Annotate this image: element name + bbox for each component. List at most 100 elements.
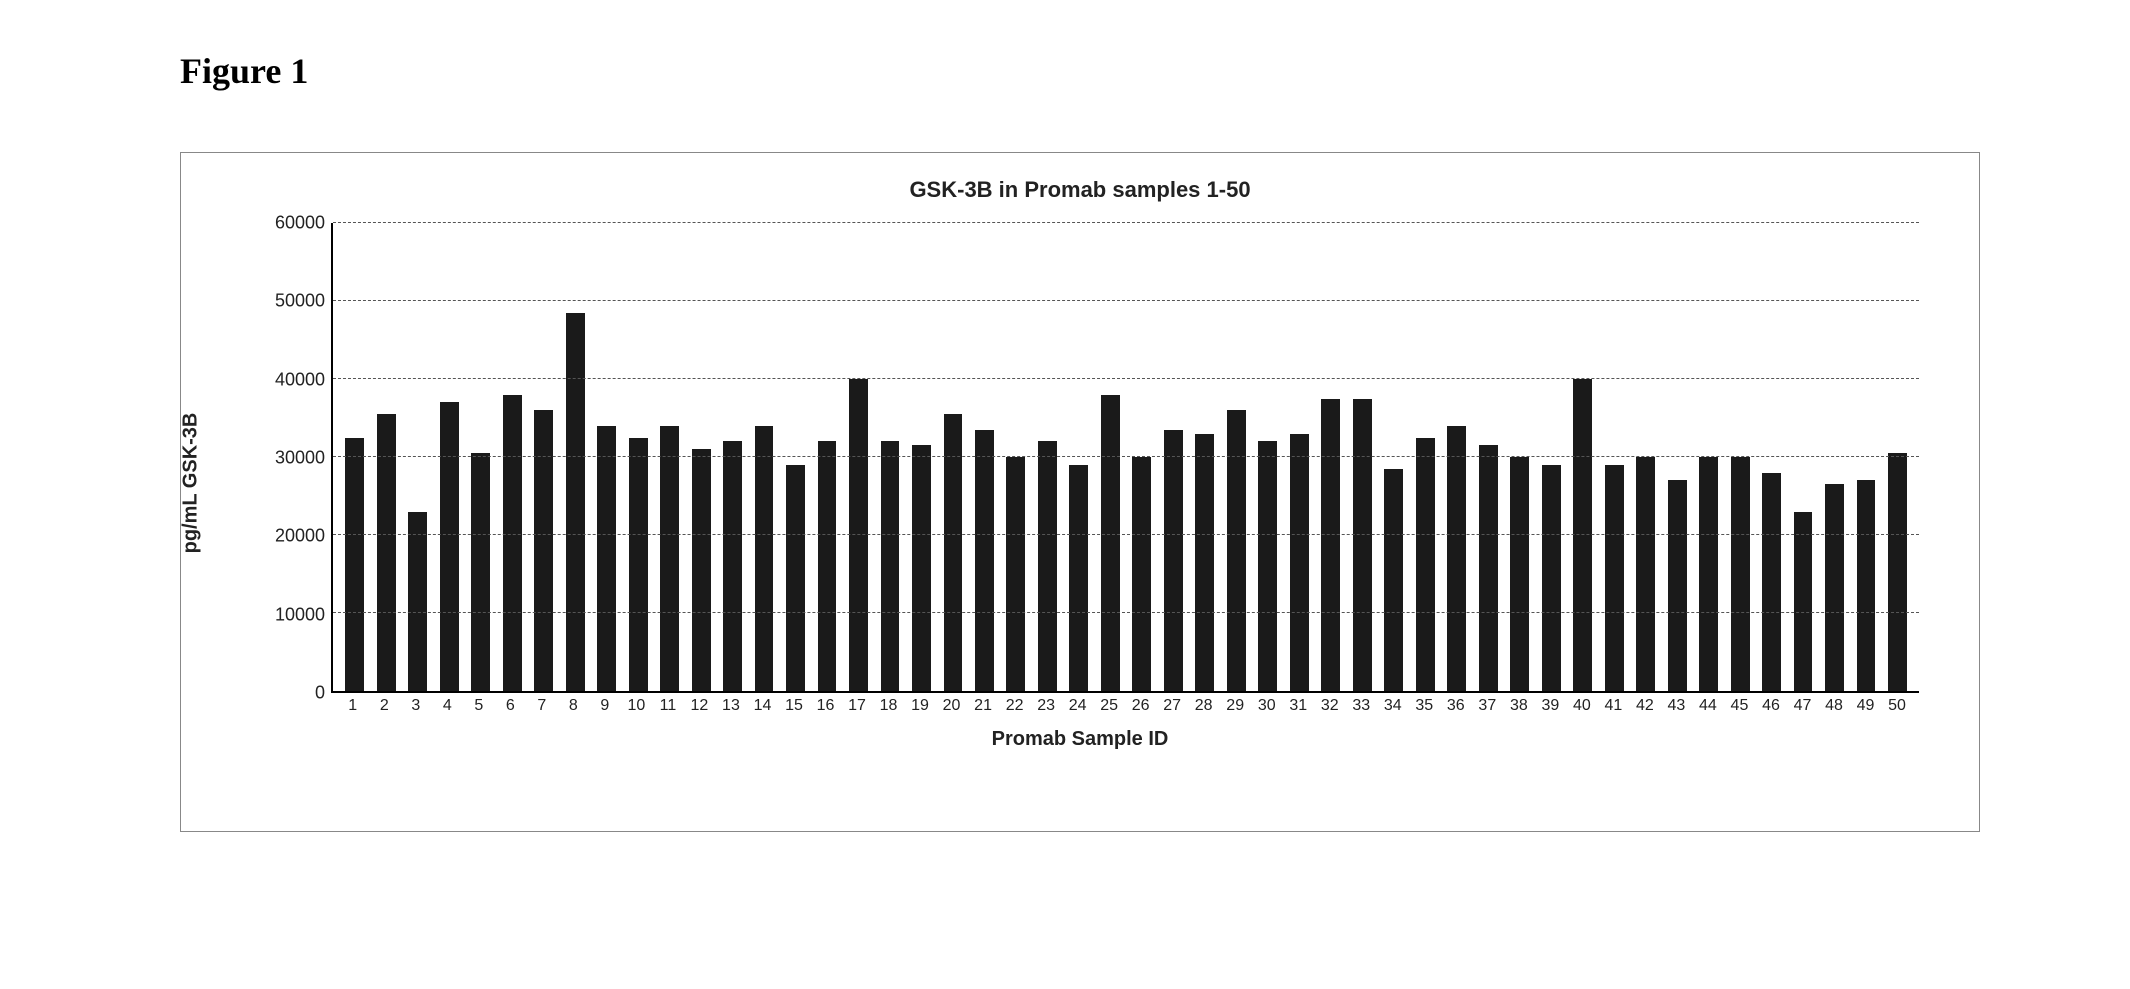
x-tick-label: 1 xyxy=(337,697,369,723)
x-tick-label: 9 xyxy=(589,697,621,723)
x-tick-label: 25 xyxy=(1093,697,1125,723)
bar-slot xyxy=(1661,223,1692,691)
x-tick-label: 2 xyxy=(369,697,401,723)
x-tick-label: 16 xyxy=(810,697,842,723)
bar xyxy=(1825,484,1844,691)
bar-slot xyxy=(1567,223,1598,691)
bar-slot xyxy=(1221,223,1252,691)
bar-slot xyxy=(1095,223,1126,691)
x-tick-label: 22 xyxy=(999,697,1031,723)
bar-slot xyxy=(1756,223,1787,691)
x-tick-label: 47 xyxy=(1787,697,1819,723)
bar xyxy=(1510,457,1529,691)
x-tick-label: 28 xyxy=(1188,697,1220,723)
bar-slot xyxy=(1000,223,1031,691)
bar-slot xyxy=(906,223,937,691)
gridline xyxy=(333,378,1919,379)
gridline xyxy=(333,612,1919,613)
bar xyxy=(692,449,711,691)
bar-slot xyxy=(1598,223,1629,691)
bar xyxy=(1101,395,1120,691)
x-tick-label: 18 xyxy=(873,697,905,723)
x-tick-label: 13 xyxy=(715,697,747,723)
x-tick-label: 37 xyxy=(1472,697,1504,723)
plot-area xyxy=(331,223,1919,693)
chart-container: GSK-3B in Promab samples 1-50 pg/mL GSK-… xyxy=(180,152,1980,832)
bar xyxy=(818,441,837,691)
x-tick-label: 8 xyxy=(558,697,590,723)
bar xyxy=(723,441,742,691)
bar xyxy=(1699,457,1718,691)
bar xyxy=(1479,445,1498,691)
bar xyxy=(440,402,459,691)
x-tick-label: 36 xyxy=(1440,697,1472,723)
bar xyxy=(660,426,679,691)
bar-slot xyxy=(717,223,748,691)
bar xyxy=(471,453,490,691)
x-tick-label: 40 xyxy=(1566,697,1598,723)
x-tick-label: 31 xyxy=(1282,697,1314,723)
x-tick-label: 5 xyxy=(463,697,495,723)
bar-slot xyxy=(591,223,622,691)
bar-slot xyxy=(969,223,1000,691)
x-tick-label: 49 xyxy=(1850,697,1882,723)
bar-slot xyxy=(1441,223,1472,691)
bar xyxy=(345,438,364,692)
bar xyxy=(1605,465,1624,691)
chart-title: GSK-3B in Promab samples 1-50 xyxy=(221,177,1939,203)
chart-body: pg/mL GSK-3B 123456789101112131415161718… xyxy=(221,213,1939,753)
x-tick-label: 15 xyxy=(778,697,810,723)
x-tick-label: 4 xyxy=(432,697,464,723)
bar-slot xyxy=(1378,223,1409,691)
bar xyxy=(1857,480,1876,691)
x-tick-label: 48 xyxy=(1818,697,1850,723)
bar xyxy=(1353,399,1372,692)
y-tick-label: 0 xyxy=(261,683,325,704)
x-tick-label: 45 xyxy=(1724,697,1756,723)
bar xyxy=(629,438,648,692)
y-tick-label: 60000 xyxy=(261,213,325,234)
bar xyxy=(408,512,427,691)
bar xyxy=(786,465,805,691)
bar-slot xyxy=(1063,223,1094,691)
bar xyxy=(1888,453,1907,691)
bar-slot xyxy=(528,223,559,691)
bar-slot xyxy=(1819,223,1850,691)
bar-slot xyxy=(496,223,527,691)
bar-slot xyxy=(1284,223,1315,691)
bar xyxy=(503,395,522,691)
x-tick-label: 43 xyxy=(1661,697,1693,723)
y-tick-label: 30000 xyxy=(261,448,325,469)
x-tick-label: 7 xyxy=(526,697,558,723)
bar-slot xyxy=(748,223,779,691)
x-tick-label: 34 xyxy=(1377,697,1409,723)
gridline xyxy=(333,222,1919,223)
x-tick-label: 41 xyxy=(1598,697,1630,723)
gridline xyxy=(333,300,1919,301)
bar-slot xyxy=(1347,223,1378,691)
x-tick-label: 35 xyxy=(1409,697,1441,723)
bar-slot xyxy=(1724,223,1755,691)
x-tick-label: 12 xyxy=(684,697,716,723)
bar xyxy=(1794,512,1813,691)
bar-slot xyxy=(1472,223,1503,691)
y-tick-label: 40000 xyxy=(261,369,325,390)
x-labels-container: 1234567891011121314151617181920212223242… xyxy=(331,697,1919,723)
bar-slot xyxy=(402,223,433,691)
bar xyxy=(1321,399,1340,692)
x-tick-label: 38 xyxy=(1503,697,1535,723)
bar-slot xyxy=(685,223,716,691)
x-tick-label: 42 xyxy=(1629,697,1661,723)
x-tick-label: 11 xyxy=(652,697,684,723)
bar xyxy=(1542,465,1561,691)
bar-slot xyxy=(780,223,811,691)
x-tick-label: 50 xyxy=(1881,697,1913,723)
bar-slot xyxy=(559,223,590,691)
bar-slot xyxy=(1693,223,1724,691)
bar xyxy=(1132,457,1151,691)
bar xyxy=(1416,438,1435,692)
bar-slot xyxy=(1126,223,1157,691)
bar-slot xyxy=(1158,223,1189,691)
bar xyxy=(1636,457,1655,691)
x-tick-label: 46 xyxy=(1755,697,1787,723)
